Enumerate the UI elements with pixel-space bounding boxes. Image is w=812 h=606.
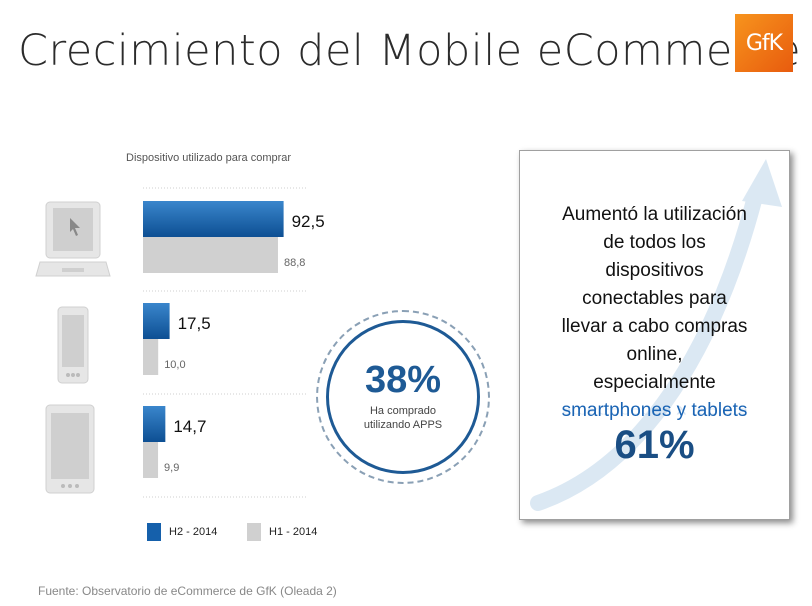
gfk-logo: GfK [735,14,793,72]
insight-line-5: llevar a cabo compras [561,316,748,337]
insight-line-7: especialmente [593,372,716,393]
legend-swatch-h1 [247,523,261,541]
growth-arrow-icon [530,159,782,511]
insight-line-4: conectables para [582,288,727,309]
insight-highlight: smartphones y tablets [561,400,748,421]
insight-highlight-reflection: smartphones y tablets [561,405,748,418]
legend-h2: H2 - 2014 [147,523,217,541]
legend-label-h1: H1 - 2014 [269,526,318,538]
smartphone-icon [57,306,89,384]
apps-stat-inner: 38% Ha comprado utilizando APPS [326,320,480,474]
source-note: Fuente: Observatorio de eCommerce de GfK… [38,584,337,598]
apps-percent: 38% [364,359,442,402]
data-label-h1-0: 88,8 [284,257,305,269]
insight-line-6: online, [626,344,683,365]
insight-line-1: Aumentó la utilización [562,204,747,225]
data-label-h2-0: 92,5 [292,212,325,231]
insight-text: Aumentó la utilización de todos los disp… [520,201,789,425]
legend-swatch-h2 [147,523,161,541]
bar-h2-0 [143,201,284,237]
bar-h2-1 [143,303,170,339]
insight-percent: 61% [614,423,695,467]
bar-h1-0 [143,237,278,273]
data-label-h1-2: 9,9 [164,462,179,474]
data-label-h1-1: 10,0 [164,359,185,371]
chart-title: Dispositivo utilizado para comprar [126,152,292,164]
apps-caption: Ha comprado utilizando APPS [364,405,442,433]
data-label-h2-1: 17,5 [178,314,211,333]
insight-line-3: dispositivos [605,260,704,281]
legend-label-h2: H2 - 2014 [169,526,218,538]
apps-stat-circle: 38% Ha comprado utilizando APPS [316,310,490,484]
bar-h1-1 [143,339,159,375]
insight-box: Aumentó la utilización de todos los disp… [519,150,790,520]
apps-caption-line2: utilizando APPS [363,419,443,431]
bar-h2-2 [143,406,166,442]
tablet-icon [45,404,95,494]
legend-h1: H1 - 2014 [247,523,317,541]
computer-icon [35,201,111,277]
apps-caption-line1: Ha comprado [369,405,437,418]
insight-line-2: de todos los [603,232,706,253]
bar-h1-2 [143,442,159,478]
data-label-h2-2: 14,7 [173,417,206,436]
slide-title: Crecimiento del Mobile eCommerce [18,26,802,76]
